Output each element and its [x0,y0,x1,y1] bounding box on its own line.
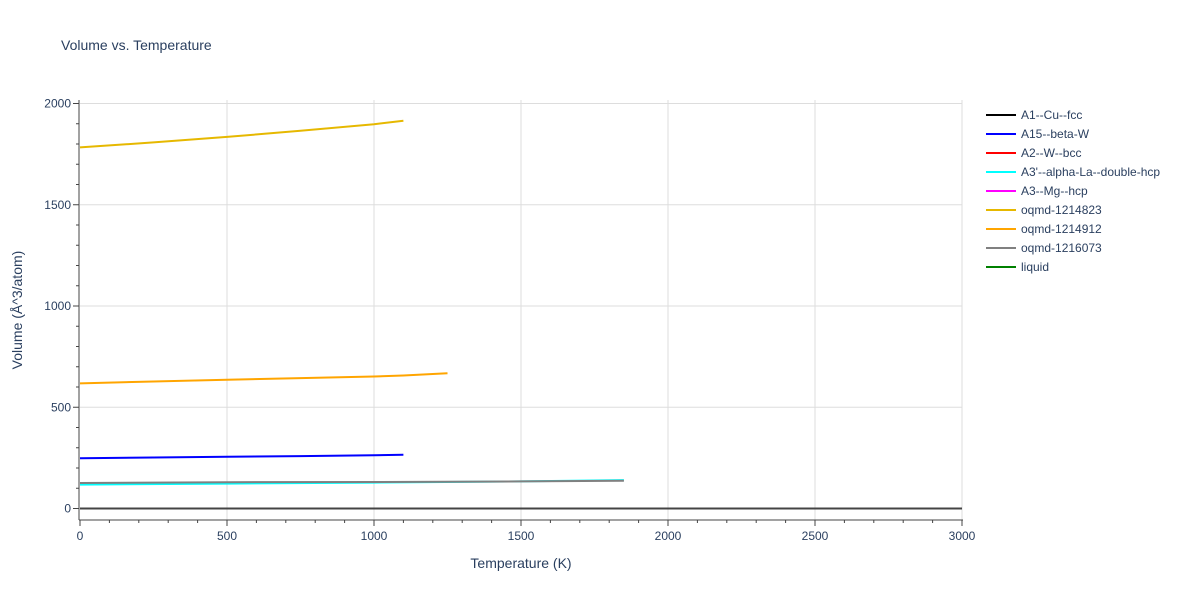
y-tick-label: 2000 [44,97,71,111]
series-line-oqmd-1216073[interactable] [79,479,624,484]
legend-label: A15--beta-W [1021,127,1090,141]
y-tick-label: 1000 [44,299,71,313]
x-tick-label: 2500 [802,529,829,543]
legend[interactable]: A1--Cu--fcc A15--beta-W A2--W--bcc A3'--alp… [986,108,1160,274]
x-tick-label: 1500 [508,529,535,543]
legend-label: A3--Mg--hcp [1021,184,1088,198]
legend-item[interactable]: oqmd-1214912 [986,222,1102,236]
legend-item[interactable]: oqmd-1216073 [986,241,1102,255]
legend-item[interactable]: oqmd-1214823 [986,203,1102,217]
x-tick-label: 2000 [655,529,682,543]
legend-item[interactable]: A3--Mg--hcp [986,184,1088,198]
legend-label: A2--W--bcc [1021,146,1081,160]
legend-item[interactable]: A1--Cu--fcc [986,108,1082,122]
y-tick-label: 0 [64,502,71,516]
series-line-a15-beta-w[interactable] [79,453,404,460]
legend-item[interactable]: liquid [986,260,1049,274]
x-tick-label: 500 [217,529,237,543]
legend-item[interactable]: A15--beta-W [986,127,1090,141]
x-tick-label: 3000 [949,529,976,543]
chart-title: Volume vs. Temperature [61,37,212,53]
legend-label: oqmd-1214823 [1021,203,1102,217]
plot-area[interactable] [79,119,624,486]
x-tick-label: 0 [77,529,84,543]
y-tick-label: 500 [51,400,71,414]
legend-label: oqmd-1214912 [1021,222,1102,236]
legend-item[interactable]: A3'--alpha-La--double-hcp [986,165,1160,179]
grid-lines [80,100,963,520]
series-line-oqmd-1214912[interactable] [79,372,448,385]
x-tick-label: 1000 [361,529,388,543]
x-axis-title: Temperature (K) [470,555,571,571]
legend-label: oqmd-1216073 [1021,241,1102,255]
legend-label: liquid [1021,260,1049,274]
legend-label: A1--Cu--fcc [1021,108,1082,122]
y-tick-label: 1500 [44,198,71,212]
y-axis-title: Volume (Å^3/atom) [9,251,25,370]
legend-item[interactable]: A2--W--bcc [986,146,1081,160]
legend-label: A3'--alpha-La--double-hcp [1021,165,1160,179]
series-line-oqmd-1214823[interactable] [79,119,404,149]
axes: 0 500 1000 1500 2000 2500 3000 0 500 1000 1500 2000 [44,97,975,544]
